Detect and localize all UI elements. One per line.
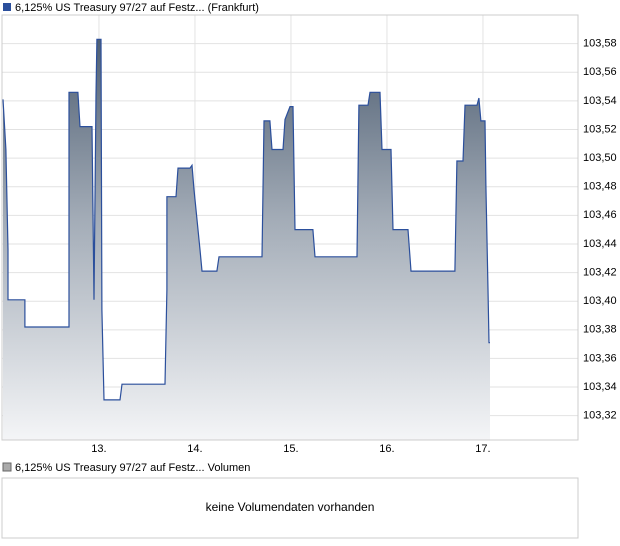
y-tick-label: 103,58 — [583, 38, 617, 50]
y-tick-label: 103,46 — [583, 209, 617, 221]
price-line — [2, 38, 490, 401]
y-tick-label: 103,52 — [583, 123, 617, 135]
y-tick-label: 103,50 — [583, 152, 617, 164]
y-tick-label: 103,54 — [583, 95, 617, 107]
legend-swatch — [3, 3, 11, 11]
legend-swatch — [2, 462, 12, 472]
plot-frame — [1, 14, 579, 441]
x-tick-label: 13. — [91, 443, 106, 455]
x-tick-label: 17. — [475, 443, 490, 455]
y-tick-label: 103,38 — [583, 324, 617, 336]
y-tick-label: 103,48 — [583, 181, 617, 193]
volume-frame — [1, 477, 579, 539]
volume-legend: 6,125% US Treasury 97/27 auf Festz... Vo… — [15, 462, 250, 474]
y-tick-label: 103,56 — [583, 66, 617, 78]
x-tick-label: 14. — [187, 443, 202, 455]
y-tick-label: 103,44 — [583, 238, 617, 250]
y-tick-label: 103,34 — [583, 381, 617, 393]
legend-label: 6,125% US Treasury 97/27 auf Festz... (F… — [15, 2, 259, 14]
x-tick-label: 15. — [283, 443, 298, 455]
y-tick-label: 103,42 — [583, 266, 617, 278]
y-tick-label: 103,36 — [583, 352, 617, 364]
area — [3, 39, 490, 441]
y-tick-label: 103,40 — [583, 295, 617, 307]
x-tick-label: 16. — [379, 443, 394, 455]
volume-message: keine Volumendaten vorhanden — [206, 500, 375, 514]
y-tick-label: 103,32 — [583, 410, 617, 422]
